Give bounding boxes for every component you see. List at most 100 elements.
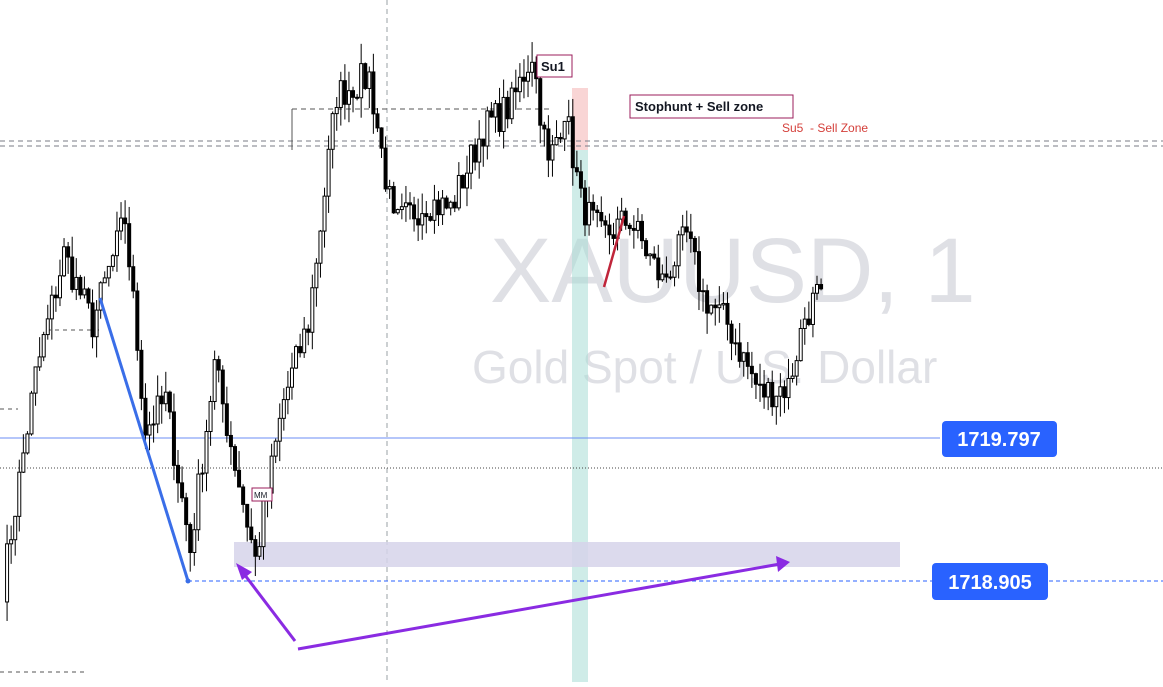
candle-body xyxy=(432,199,437,221)
candle-body xyxy=(696,251,701,292)
sell-time-highlight xyxy=(572,88,588,150)
buy-time-highlight xyxy=(572,150,588,682)
candle-body xyxy=(469,144,474,174)
candle-body xyxy=(131,266,136,292)
candle-body xyxy=(745,352,750,367)
candle-body xyxy=(257,546,262,557)
candle-body xyxy=(281,399,286,419)
candle-body xyxy=(644,240,649,257)
candle-body xyxy=(277,417,282,442)
candle-body xyxy=(412,204,417,220)
candle-body xyxy=(224,403,229,436)
purple-arrow-left-shaft[interactable] xyxy=(239,569,297,642)
candle-body xyxy=(176,464,181,484)
candle-body xyxy=(322,195,327,232)
price-badge-current[interactable] xyxy=(942,421,1057,457)
candle-body xyxy=(729,323,734,344)
candle-body xyxy=(273,440,278,457)
candle-body xyxy=(212,359,217,403)
candle-body xyxy=(786,377,791,399)
candle-body xyxy=(363,63,368,89)
candle-body xyxy=(660,273,665,281)
su5-label: Su5 - Sell Zone xyxy=(782,121,868,135)
candles xyxy=(5,42,824,621)
candle-body xyxy=(346,90,351,105)
candle-body xyxy=(542,124,547,130)
candle-body xyxy=(200,472,205,475)
candle-body xyxy=(815,284,819,294)
candle-body xyxy=(517,76,522,93)
candle-body xyxy=(631,227,636,231)
candle-body xyxy=(762,383,767,398)
candle-body xyxy=(387,186,392,190)
candle-body xyxy=(753,373,758,385)
candle-body xyxy=(383,147,388,190)
candle-body xyxy=(509,87,514,120)
candle-body xyxy=(367,71,372,89)
candle-body xyxy=(619,210,624,220)
candle-body xyxy=(705,290,710,314)
candle-body xyxy=(574,167,579,173)
candle-body xyxy=(782,386,787,399)
candle-body xyxy=(70,256,75,290)
candle-body xyxy=(701,290,706,293)
candle-body xyxy=(237,469,242,488)
candle-body xyxy=(318,230,323,264)
candle-body xyxy=(391,186,396,214)
candle-body xyxy=(338,80,343,108)
candle-body xyxy=(57,275,62,299)
candle-body xyxy=(530,61,535,73)
candle-body xyxy=(774,395,779,408)
candle-body xyxy=(37,356,42,368)
candle-body xyxy=(371,71,376,115)
stophunt-label-box[interactable] xyxy=(629,94,794,119)
candle-body xyxy=(456,174,461,209)
mm-label-box[interactable] xyxy=(251,487,273,502)
candle-body xyxy=(106,265,111,279)
candle-body xyxy=(440,197,445,216)
candle-body xyxy=(538,78,543,126)
candle-body xyxy=(794,360,799,377)
candle-body xyxy=(798,327,803,362)
purple-arrow-right-shaft[interactable] xyxy=(297,562,781,651)
candle-body xyxy=(167,391,172,413)
candle-body xyxy=(5,543,10,603)
candle-body xyxy=(119,217,124,232)
trend-anchor-point[interactable] xyxy=(185,578,191,584)
candle-body xyxy=(546,128,551,161)
candle-body xyxy=(123,217,128,225)
candle-body xyxy=(420,213,425,226)
candle-body xyxy=(513,87,518,93)
candle-body xyxy=(741,352,746,362)
su1-label-box[interactable] xyxy=(536,54,573,78)
candle-body xyxy=(49,294,54,320)
price-badge-low[interactable] xyxy=(932,563,1048,600)
candle-body xyxy=(526,71,531,82)
candle-body xyxy=(334,106,339,115)
price-badge-current-text: 1719.797 xyxy=(957,429,1040,451)
candle-body xyxy=(570,116,575,169)
candle-body xyxy=(489,110,494,118)
red-trend-line[interactable] xyxy=(602,215,626,288)
candle-body xyxy=(444,197,449,209)
candle-body xyxy=(656,257,661,281)
mm-label: MM xyxy=(254,491,268,500)
candle-body xyxy=(62,246,67,277)
blue-trend-line[interactable] xyxy=(98,297,190,582)
candle-body xyxy=(184,497,189,526)
candle-body xyxy=(810,292,815,325)
candle-body xyxy=(408,202,412,206)
candle-body xyxy=(688,231,693,239)
candle-body xyxy=(558,137,563,140)
stophunt-label: Stophunt + Sell zone xyxy=(635,99,763,114)
candle-body xyxy=(554,137,559,146)
candle-body xyxy=(147,424,152,436)
demand-zone[interactable] xyxy=(234,542,900,567)
candle-body xyxy=(241,486,246,505)
purple-arrow-right-head xyxy=(776,556,790,572)
candle-body xyxy=(66,246,71,258)
candle-body xyxy=(493,103,498,118)
candle-body xyxy=(737,342,742,362)
